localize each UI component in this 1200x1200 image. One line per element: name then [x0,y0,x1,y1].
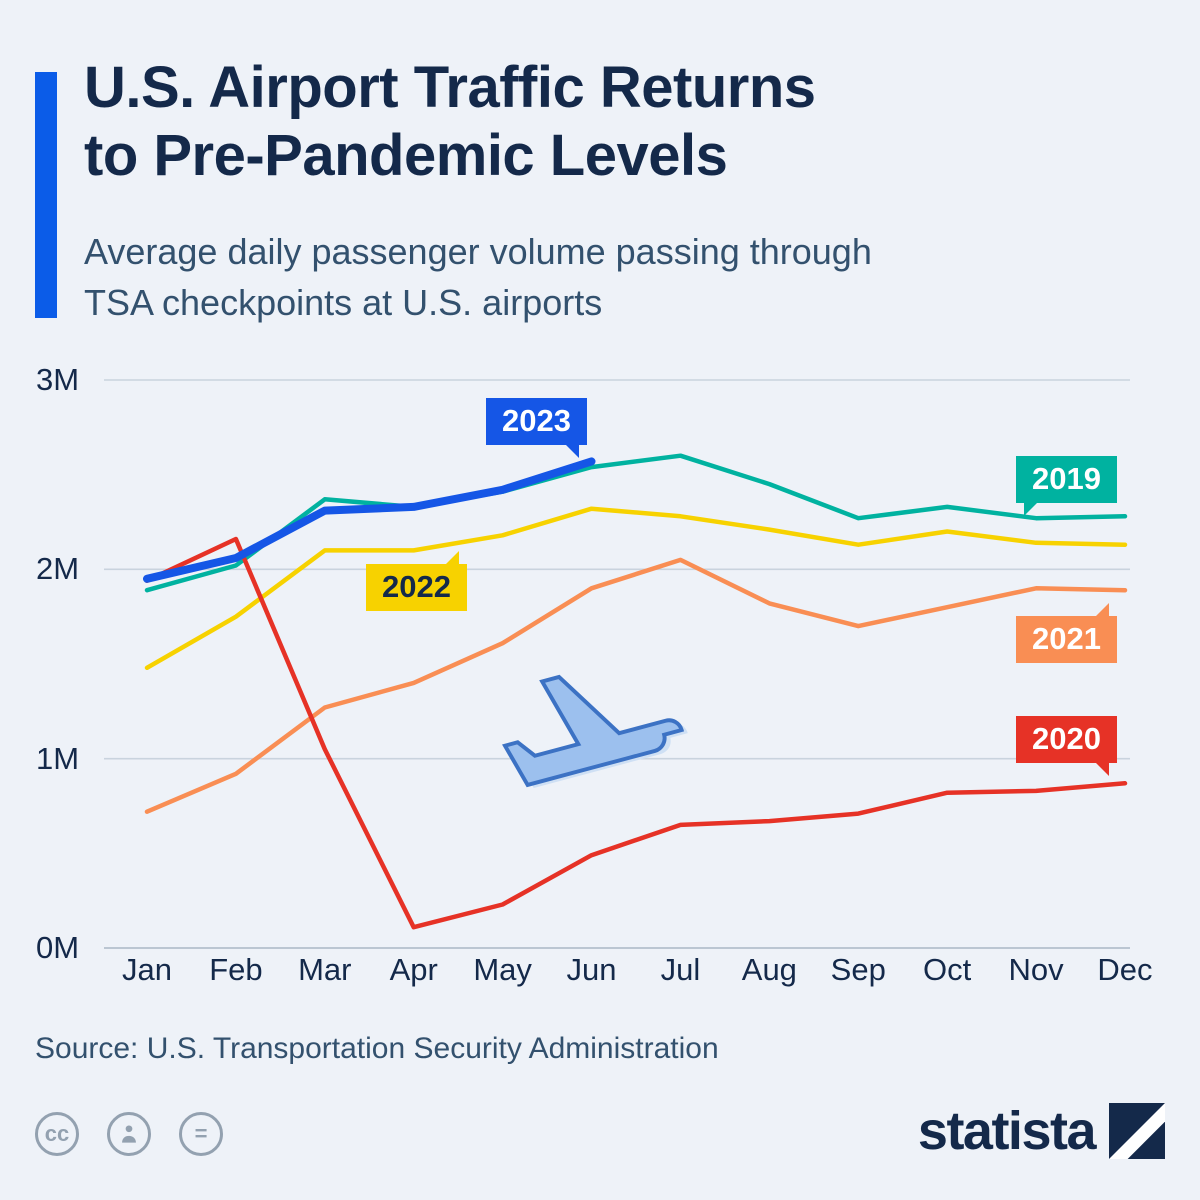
x-tick-label: Dec [1097,952,1153,987]
x-tick-label: Aug [741,952,797,987]
y-tick-label: 2M [36,551,80,587]
series-label-text: 2020 [1032,721,1101,756]
series-label-text: 2019 [1032,461,1101,496]
title-line-2: to Pre-Pandemic Levels [84,123,728,189]
equal-icon: = [179,1112,223,1156]
series-label-text: 2022 [382,569,451,604]
series-label-2022: 2022 [366,551,467,611]
line-chart: 3M 2M 1M 0M Jan Feb Mar Apr May Jun Jul Aug Sep Oct N… [0,352,1200,1000]
page-title: U.S. Airport Traffic Returns to Pre-Pande… [84,54,816,191]
x-tick-label: Feb [209,952,263,987]
y-tick-label: 0M [36,930,80,965]
person-icon [122,1125,136,1143]
x-tick-label: Mar [298,952,352,987]
cc-icon-label: cc [44,1121,70,1146]
cc-icon: cc [35,1112,79,1156]
x-tick-label: May [473,952,532,987]
chart-canvas [104,379,1130,949]
series-label-2021: 2021 [1016,603,1117,663]
y-tick-label: 3M [36,362,80,397]
series-label-2019: 2019 [1016,456,1117,516]
x-tick-label: Nov [1008,952,1064,987]
title-line-1: U.S. Airport Traffic Returns [84,55,816,120]
y-tick-label: 1M [36,740,80,776]
series-label-2023: 2023 [486,398,587,458]
page-subtitle: Average daily passenger volume passing t… [84,226,872,328]
source-note: Source: U.S. Transportation Security Adm… [35,1032,719,1065]
x-tick-label: Jan [122,952,172,987]
x-tick-label: Sep [830,952,886,987]
series-line-2022 [144,506,1128,671]
title-accent-bar [35,72,57,318]
x-tick-label: Oct [923,952,972,987]
subtitle-line-1: Average daily passenger volume passing t… [84,231,872,272]
statista-logo-text: statista [917,1101,1097,1161]
equal-icon-label: = [194,1121,208,1146]
series-label-text: 2023 [502,403,571,438]
series-line-2023 [143,457,596,583]
series-line-2019 [144,453,1128,593]
series-label-2020: 2020 [1016,716,1117,776]
subtitle-line-2: TSA checkpoints at U.S. airports [84,282,603,324]
statista-logo-mark [1109,1103,1165,1159]
x-tick-label: Jul [660,952,701,987]
x-tick-label: Apr [389,952,438,987]
series-label-text: 2021 [1032,621,1101,656]
attribution-icon [107,1112,151,1156]
airplane-icon [502,674,688,788]
license-icons: cc = [35,1112,223,1156]
statista-logo: statista [918,1100,1165,1162]
series-line-2020 [144,536,1128,930]
x-tick-label: Jun [566,952,617,987]
